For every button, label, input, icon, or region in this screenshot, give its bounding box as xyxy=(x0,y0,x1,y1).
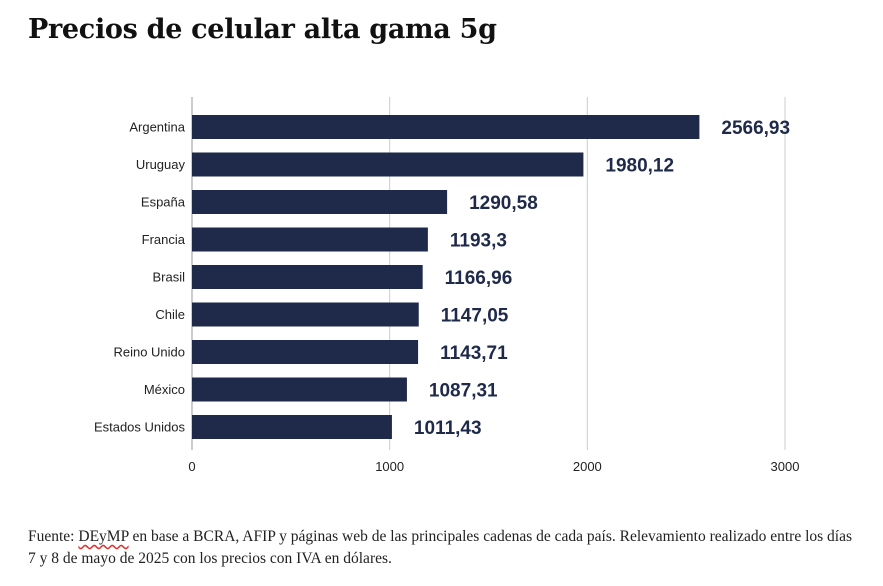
category-label: Reino Unido xyxy=(113,345,185,360)
source-note: Fuente: DEyMP en base a BCRA, AFIP y pág… xyxy=(28,526,858,570)
bar xyxy=(192,377,407,402)
bar-chart: Argentina 2566,93 Uruguay 1980,12 España 1290… xyxy=(94,97,799,474)
value-label: 1011,43 xyxy=(414,418,482,439)
source-text: en base a BCRA, AFIP y páginas web de la… xyxy=(28,528,853,567)
bar xyxy=(192,415,392,439)
chart-title: Precios de celular alta gama 5g xyxy=(28,14,497,45)
bar xyxy=(192,302,419,327)
category-label: España xyxy=(141,195,186,210)
value-label: 1087,31 xyxy=(429,381,498,402)
bar xyxy=(192,265,423,289)
category-label: México xyxy=(144,382,185,397)
bar xyxy=(192,152,584,177)
category-label: Francia xyxy=(142,232,186,247)
source-prefix: Fuente: xyxy=(28,528,79,545)
value-label: 1290,58 xyxy=(469,193,538,214)
bar xyxy=(192,190,448,214)
value-label: 1980,12 xyxy=(605,156,674,177)
x-tick-label: 1000 xyxy=(375,459,404,474)
bar xyxy=(192,115,700,139)
value-label: 1166,96 xyxy=(445,268,513,289)
value-label: 1193,3 xyxy=(450,231,507,252)
category-label: Brasil xyxy=(152,270,185,285)
bar-layer xyxy=(192,115,700,439)
label-layer: Argentina 2566,93 Uruguay 1980,12 España 1290… xyxy=(94,118,790,439)
bar xyxy=(192,340,419,364)
tick-layer: 0 1000 2000 3000 xyxy=(188,459,799,474)
x-tick-label: 2000 xyxy=(573,459,602,474)
value-label: 2566,93 xyxy=(721,118,790,139)
x-tick-label: 0 xyxy=(188,459,195,474)
category-label: Chile xyxy=(155,307,185,322)
category-label: Uruguay xyxy=(136,157,186,172)
value-label: 1143,71 xyxy=(440,343,508,364)
source-org: DEyMP xyxy=(78,528,129,545)
value-label: 1147,05 xyxy=(441,306,509,327)
category-label: Argentina xyxy=(129,120,185,135)
x-tick-label: 3000 xyxy=(771,459,800,474)
category-label: Estados Unidos xyxy=(94,420,186,435)
bar xyxy=(192,227,428,252)
